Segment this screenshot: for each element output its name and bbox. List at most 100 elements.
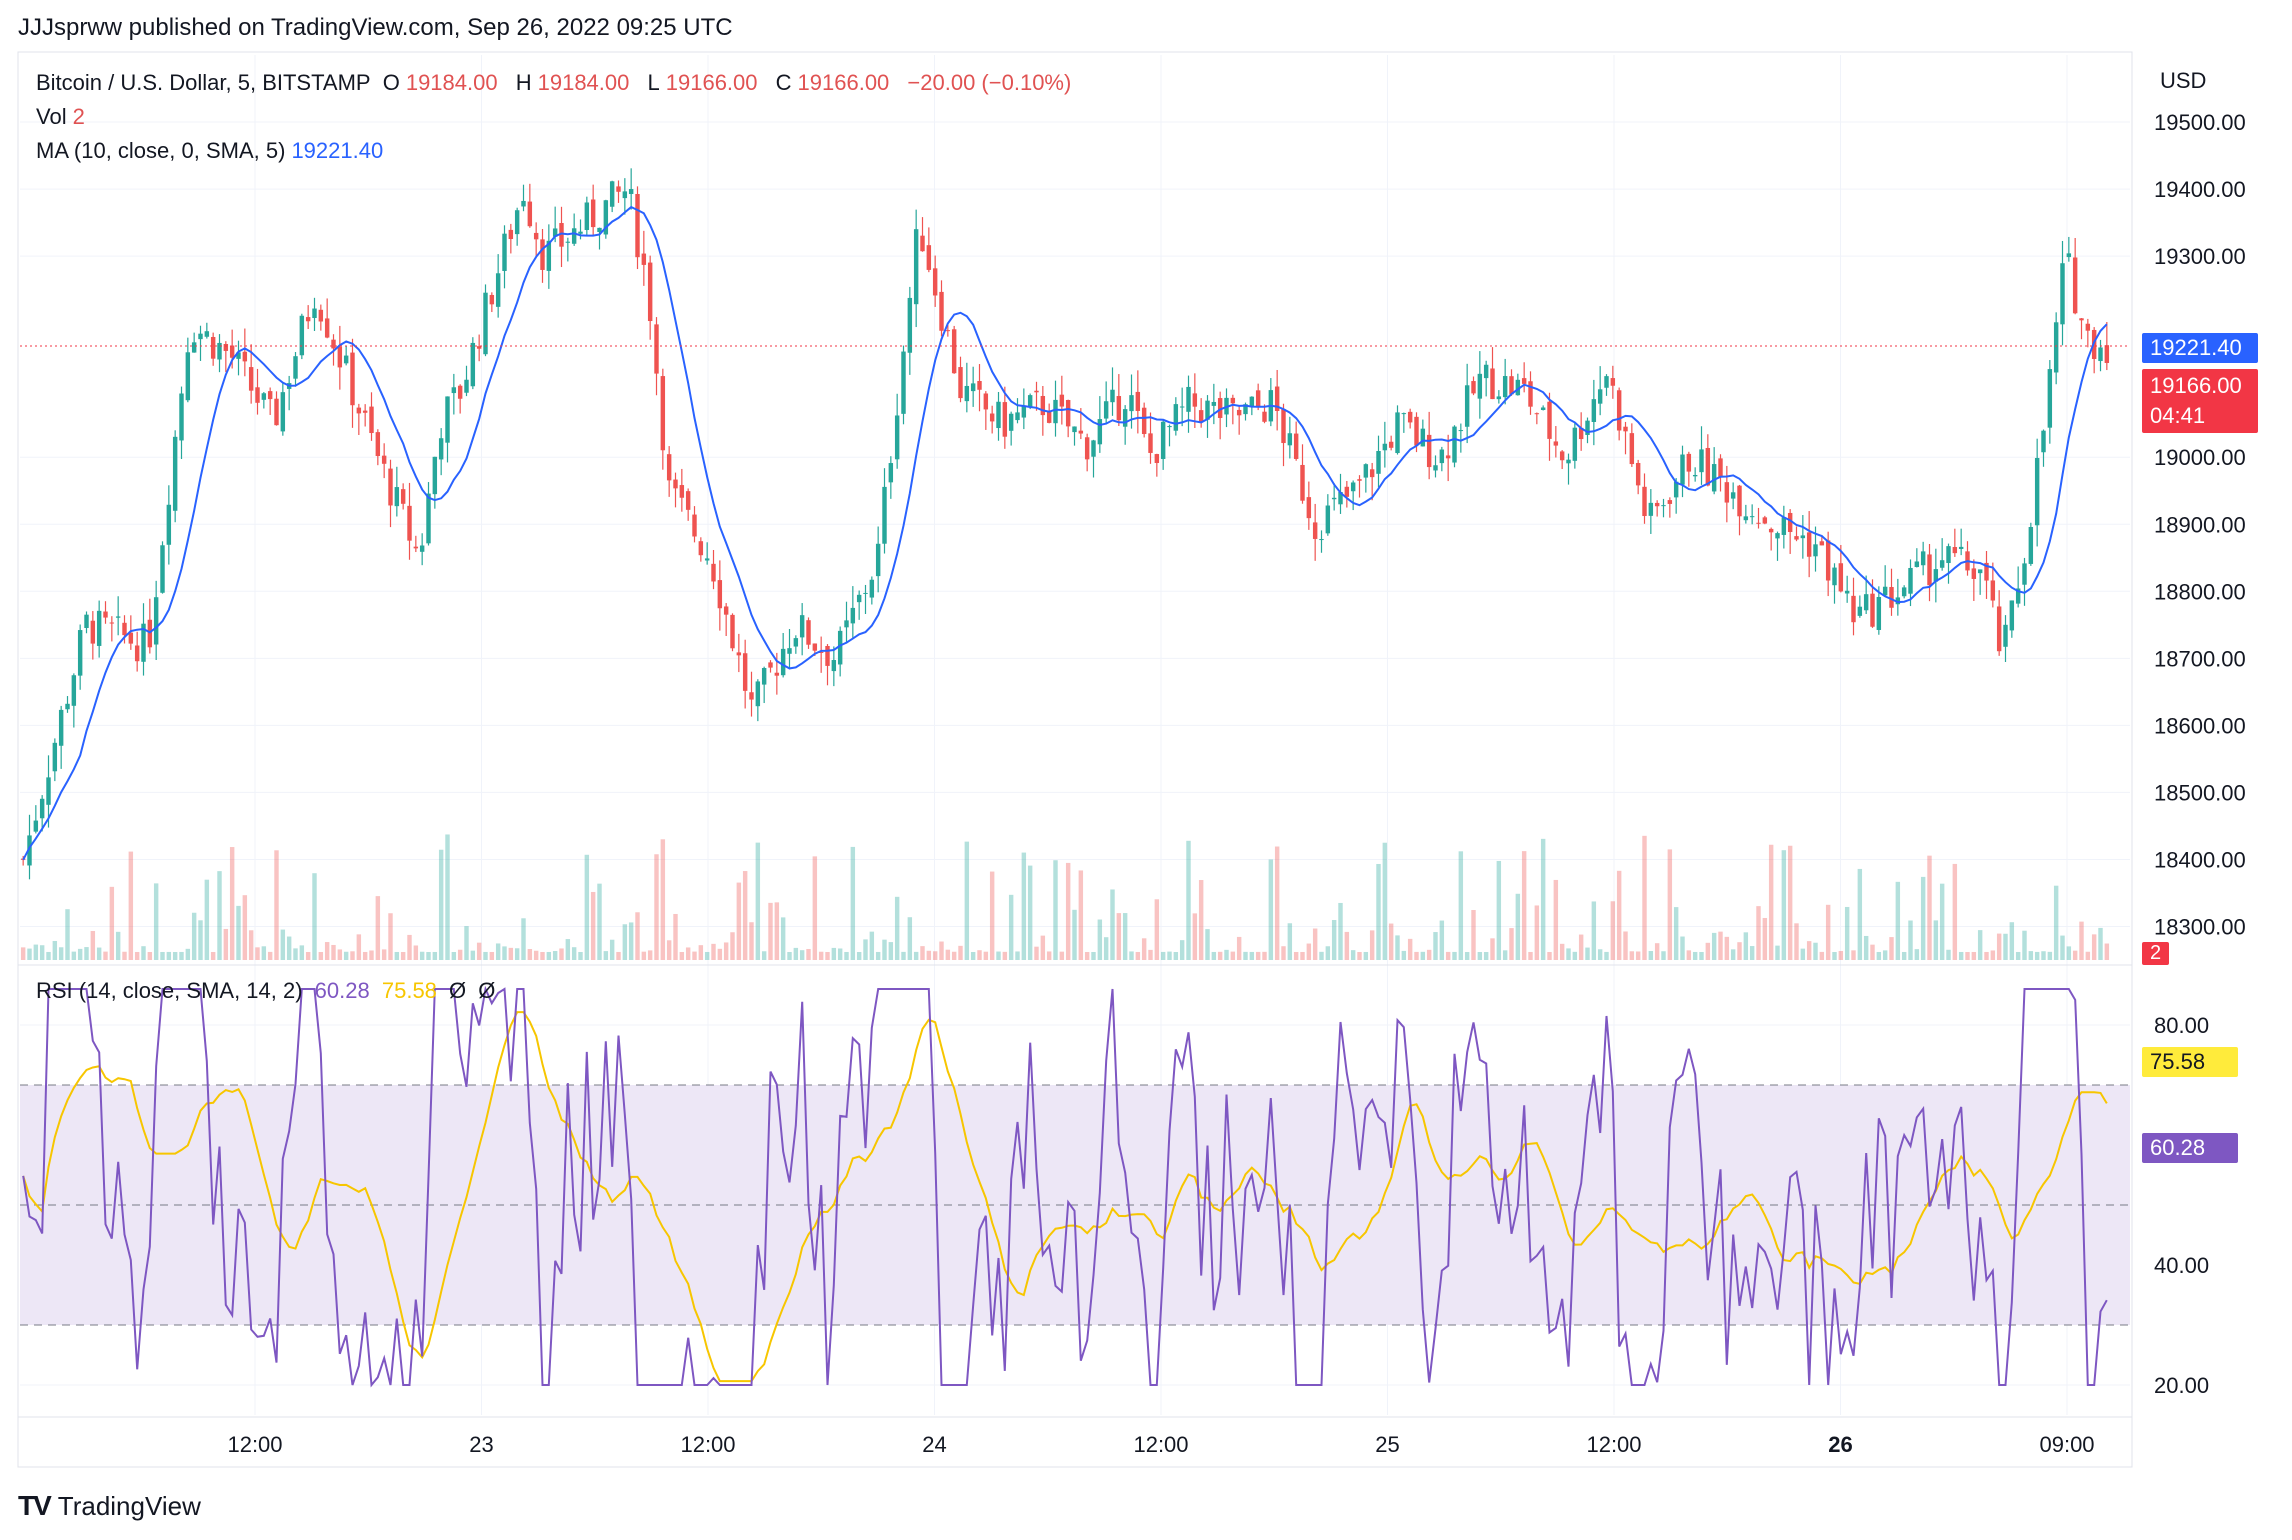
candle-body bbox=[635, 193, 640, 258]
volume-bar bbox=[622, 924, 628, 960]
volume-bar bbox=[850, 846, 856, 960]
ma-price-tag: 19221.40 bbox=[2142, 333, 2258, 363]
time-tick-label: 12:00 bbox=[227, 1432, 282, 1457]
volume-bar bbox=[635, 912, 640, 960]
volume-bar bbox=[983, 951, 989, 960]
candle-body bbox=[1775, 533, 1780, 539]
candle-body bbox=[660, 376, 666, 451]
candle-body bbox=[1040, 395, 1046, 416]
volume-bar bbox=[1211, 951, 1217, 960]
candle-body bbox=[1585, 420, 1590, 435]
candle-body bbox=[692, 514, 697, 537]
candle-body bbox=[1509, 376, 1514, 395]
candle-body bbox=[1376, 451, 1381, 474]
volume-bar bbox=[901, 951, 906, 960]
volume-bar bbox=[369, 950, 374, 960]
volume-bar bbox=[1718, 931, 1723, 960]
volume-bar bbox=[1699, 951, 1704, 960]
candle-body bbox=[1274, 386, 1280, 411]
candle-body bbox=[1705, 447, 1711, 486]
candle-body bbox=[2060, 263, 2065, 325]
candle-body bbox=[388, 468, 393, 506]
volume-bar bbox=[2072, 950, 2078, 960]
candle-body bbox=[1439, 449, 1445, 464]
candle-body bbox=[1420, 428, 1426, 447]
candle-body bbox=[438, 438, 444, 460]
candle-body bbox=[1477, 373, 1483, 399]
candle-body bbox=[343, 355, 349, 364]
candle-body bbox=[419, 545, 425, 552]
volume-bar bbox=[1300, 951, 1305, 960]
volume-bar bbox=[464, 926, 469, 960]
volume-bar bbox=[1192, 913, 1198, 960]
volume-bar bbox=[191, 912, 197, 960]
candle-body bbox=[2022, 563, 2027, 585]
candle-body bbox=[1984, 562, 1989, 581]
volume-bar bbox=[1680, 936, 1685, 960]
candle-body bbox=[1990, 580, 1996, 601]
volume-bar bbox=[394, 951, 400, 960]
candle-body bbox=[2098, 347, 2103, 362]
ohlc-legend: Bitcoin / U.S. Dollar, 5, BITSTAMP O 1918… bbox=[36, 70, 1072, 95]
volume-bar bbox=[1958, 951, 1964, 960]
currency-label[interactable]: USD bbox=[2160, 68, 2207, 93]
volume-bar bbox=[362, 951, 368, 960]
candle-body bbox=[1173, 404, 1179, 431]
candle-body bbox=[464, 379, 469, 393]
candle-body bbox=[2085, 323, 2091, 331]
volume-bar bbox=[1243, 951, 1248, 960]
volume-bar bbox=[1914, 949, 1920, 960]
volume-bar bbox=[445, 834, 450, 960]
candle-body bbox=[1490, 368, 1495, 400]
volume-bar bbox=[597, 883, 602, 960]
volume-bar bbox=[711, 943, 716, 960]
candle-body bbox=[1319, 539, 1324, 541]
volume-bar bbox=[2079, 921, 2084, 960]
volume-bar bbox=[856, 951, 862, 960]
candle-body bbox=[1148, 433, 1153, 453]
symbol-title[interactable]: Bitcoin / U.S. Dollar, 5, BITSTAMP bbox=[36, 70, 371, 95]
volume-bar bbox=[1540, 838, 1546, 960]
candle-body bbox=[1914, 561, 1920, 568]
candle-body bbox=[540, 239, 545, 270]
candle-body bbox=[799, 615, 805, 638]
volume-bar bbox=[1819, 951, 1825, 960]
volume-bar bbox=[96, 947, 102, 960]
volume-bar bbox=[343, 951, 349, 960]
candle-body bbox=[1629, 433, 1635, 465]
candle-body bbox=[141, 623, 146, 662]
volume-bar bbox=[242, 895, 248, 960]
volume-bar bbox=[1230, 951, 1236, 960]
candle-body bbox=[736, 652, 742, 656]
candle-body bbox=[989, 413, 995, 422]
candle-body bbox=[280, 392, 286, 432]
candle-body bbox=[1312, 522, 1318, 539]
candle-body bbox=[1927, 554, 1932, 586]
volume-bar bbox=[1072, 909, 1077, 960]
candle-body bbox=[331, 339, 336, 349]
candle-body bbox=[1097, 419, 1103, 445]
volume-bar bbox=[1477, 952, 1483, 960]
volume-bar bbox=[1135, 951, 1141, 960]
candle-body bbox=[1154, 454, 1160, 464]
candle-body bbox=[1756, 522, 1761, 524]
volume-legend[interactable]: Vol 2 bbox=[36, 104, 85, 129]
candle-body bbox=[1401, 413, 1407, 415]
candle-body bbox=[1825, 540, 1831, 581]
volume-bar bbox=[1287, 923, 1293, 960]
volume-bar bbox=[1705, 942, 1711, 960]
rsi-legend[interactable]: RSI (14, close, SMA, 14, 2) 60.28 75.58 … bbox=[36, 978, 496, 1003]
candle-body bbox=[483, 292, 488, 355]
volume-bar bbox=[286, 936, 292, 960]
candle-body bbox=[584, 202, 590, 230]
volume-bar bbox=[1667, 849, 1673, 960]
volume-bar bbox=[1737, 942, 1742, 960]
candle-body bbox=[1800, 535, 1806, 539]
candle-body bbox=[1743, 516, 1749, 521]
ma-legend[interactable]: MA (10, close, 0, SMA, 5) 19221.40 bbox=[36, 138, 384, 163]
volume-bar bbox=[407, 934, 412, 960]
candle-body bbox=[1977, 569, 1983, 574]
footer-brand[interactable]: TV TradingView bbox=[18, 1490, 201, 1522]
candle-body bbox=[1262, 411, 1267, 422]
